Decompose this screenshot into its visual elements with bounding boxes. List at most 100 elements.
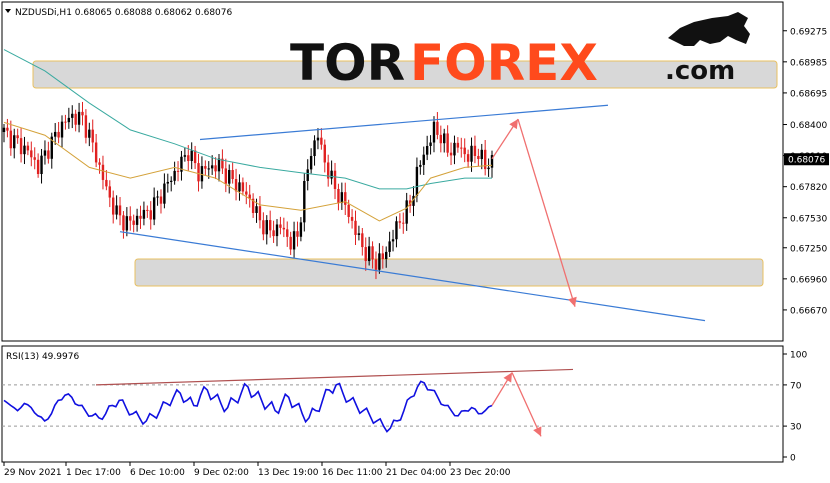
candle-body: [142, 209, 146, 219]
candle-body: [395, 221, 398, 240]
candle-body: [170, 180, 173, 182]
candle-body: [224, 168, 228, 184]
candle-body: [347, 204, 350, 217]
rsi-axis: 100 70 30 0: [783, 351, 807, 464]
candle-body: [2, 127, 6, 133]
candle-body: [265, 220, 268, 235]
candle-body: [74, 113, 77, 125]
candle-body: [483, 149, 487, 170]
candle-body: [166, 181, 170, 184]
candle-body: [309, 156, 313, 170]
candle-body: [487, 167, 490, 170]
candle-body: [197, 163, 200, 182]
candle-body: [357, 233, 361, 235]
time-tick-label: 16 Dec 11:00: [322, 468, 383, 478]
candle-body: [391, 239, 395, 242]
candle-body: [306, 169, 309, 181]
rsi-forecast-up-arrow-head: [503, 372, 512, 383]
candle-body: [255, 206, 258, 213]
rsi-forecast-down-arrow-head: [533, 426, 542, 437]
candle-body: [81, 111, 84, 116]
time-axis: 29 Nov 2021 1 Dec 17:00 6 Dec 10:00 9 Dec 0…: [3, 462, 511, 478]
candle-body: [40, 155, 43, 175]
candle-body: [146, 209, 149, 211]
candle-body: [200, 166, 204, 182]
candle-body: [204, 166, 207, 169]
candle-body: [480, 149, 483, 159]
candle-body: [245, 191, 248, 195]
forecast-down-arrow: [517, 118, 576, 307]
fast-moving-average-line: [3, 121, 493, 222]
price-tick-label: 0.68400: [790, 121, 827, 131]
candle-body: [234, 179, 238, 192]
candle-body: [173, 170, 176, 181]
candle-body: [112, 197, 115, 215]
candle-body: [466, 154, 470, 162]
price-tick-label: 0.67820: [790, 183, 827, 193]
price-tick-label: 0.68985: [790, 58, 827, 68]
candle-body: [183, 155, 187, 157]
price-forecast-arrows: [491, 118, 577, 307]
candle-body: [210, 165, 214, 169]
candle-body: [187, 155, 190, 162]
candle-body: [190, 150, 193, 162]
candle-body: [129, 216, 132, 221]
candle-body: [105, 179, 108, 187]
candle-body: [149, 210, 152, 220]
time-tick-label: 23 Dec 20:00: [450, 468, 511, 478]
candle-body: [125, 216, 129, 231]
time-tick-label: 13 Dec 19:00: [258, 468, 319, 478]
candle-body: [419, 164, 422, 167]
candle-body: [57, 131, 60, 138]
price-axis: 0.692750.689850.686950.684000.681100.678…: [783, 27, 827, 316]
candle-body: [279, 224, 282, 228]
candle-body: [490, 155, 494, 168]
candle-body: [64, 121, 67, 123]
rsi-line: [3, 380, 493, 433]
dropdown-triangle-icon[interactable]: [5, 9, 11, 13]
candle-body: [282, 227, 286, 230]
candle-body: [36, 159, 40, 175]
candle-body: [422, 154, 425, 165]
rsi-label: RSI(13) 49.9976: [6, 352, 79, 362]
candle-body: [446, 133, 449, 153]
candle-body: [50, 136, 53, 159]
candle-body: [326, 162, 330, 179]
candle-body: [13, 135, 16, 149]
candle-body: [60, 121, 64, 138]
candle-body: [340, 192, 344, 204]
candle-body: [16, 135, 19, 139]
price-tag-bg: [784, 153, 829, 166]
candle-body: [23, 145, 26, 155]
price-tick-label: 0.69275: [790, 27, 827, 37]
candle-body: [152, 197, 156, 220]
bull-icon: [668, 12, 750, 46]
candle-body: [67, 117, 71, 123]
candle-body: [159, 196, 163, 204]
candle-body: [333, 170, 337, 189]
candle-body: [135, 215, 139, 225]
time-tick-label: 1 Dec 17:00: [66, 468, 121, 478]
candle-body: [251, 198, 255, 213]
candle-body: [436, 121, 439, 135]
channel-upper-line: [199, 104, 609, 141]
candle-body: [248, 194, 251, 199]
price-tick-label: 0.68695: [790, 89, 827, 99]
candle-body: [9, 130, 13, 149]
current-price-tag: 0.68076: [784, 153, 829, 166]
rsi-tick-label: 70: [790, 381, 802, 391]
candle-body: [108, 186, 111, 198]
candle-body: [231, 170, 234, 180]
candle-body: [101, 164, 105, 180]
candle-body: [214, 165, 217, 172]
logo-text-com: .com: [665, 56, 735, 86]
candle-body: [337, 188, 340, 204]
candle-body: [139, 215, 142, 219]
candle-body: [350, 216, 354, 221]
candle-body: [6, 127, 9, 131]
rsi-tick-label: 100: [790, 351, 807, 361]
candle-body: [330, 170, 333, 179]
candle-body: [238, 182, 241, 192]
candle-body: [258, 206, 262, 221]
